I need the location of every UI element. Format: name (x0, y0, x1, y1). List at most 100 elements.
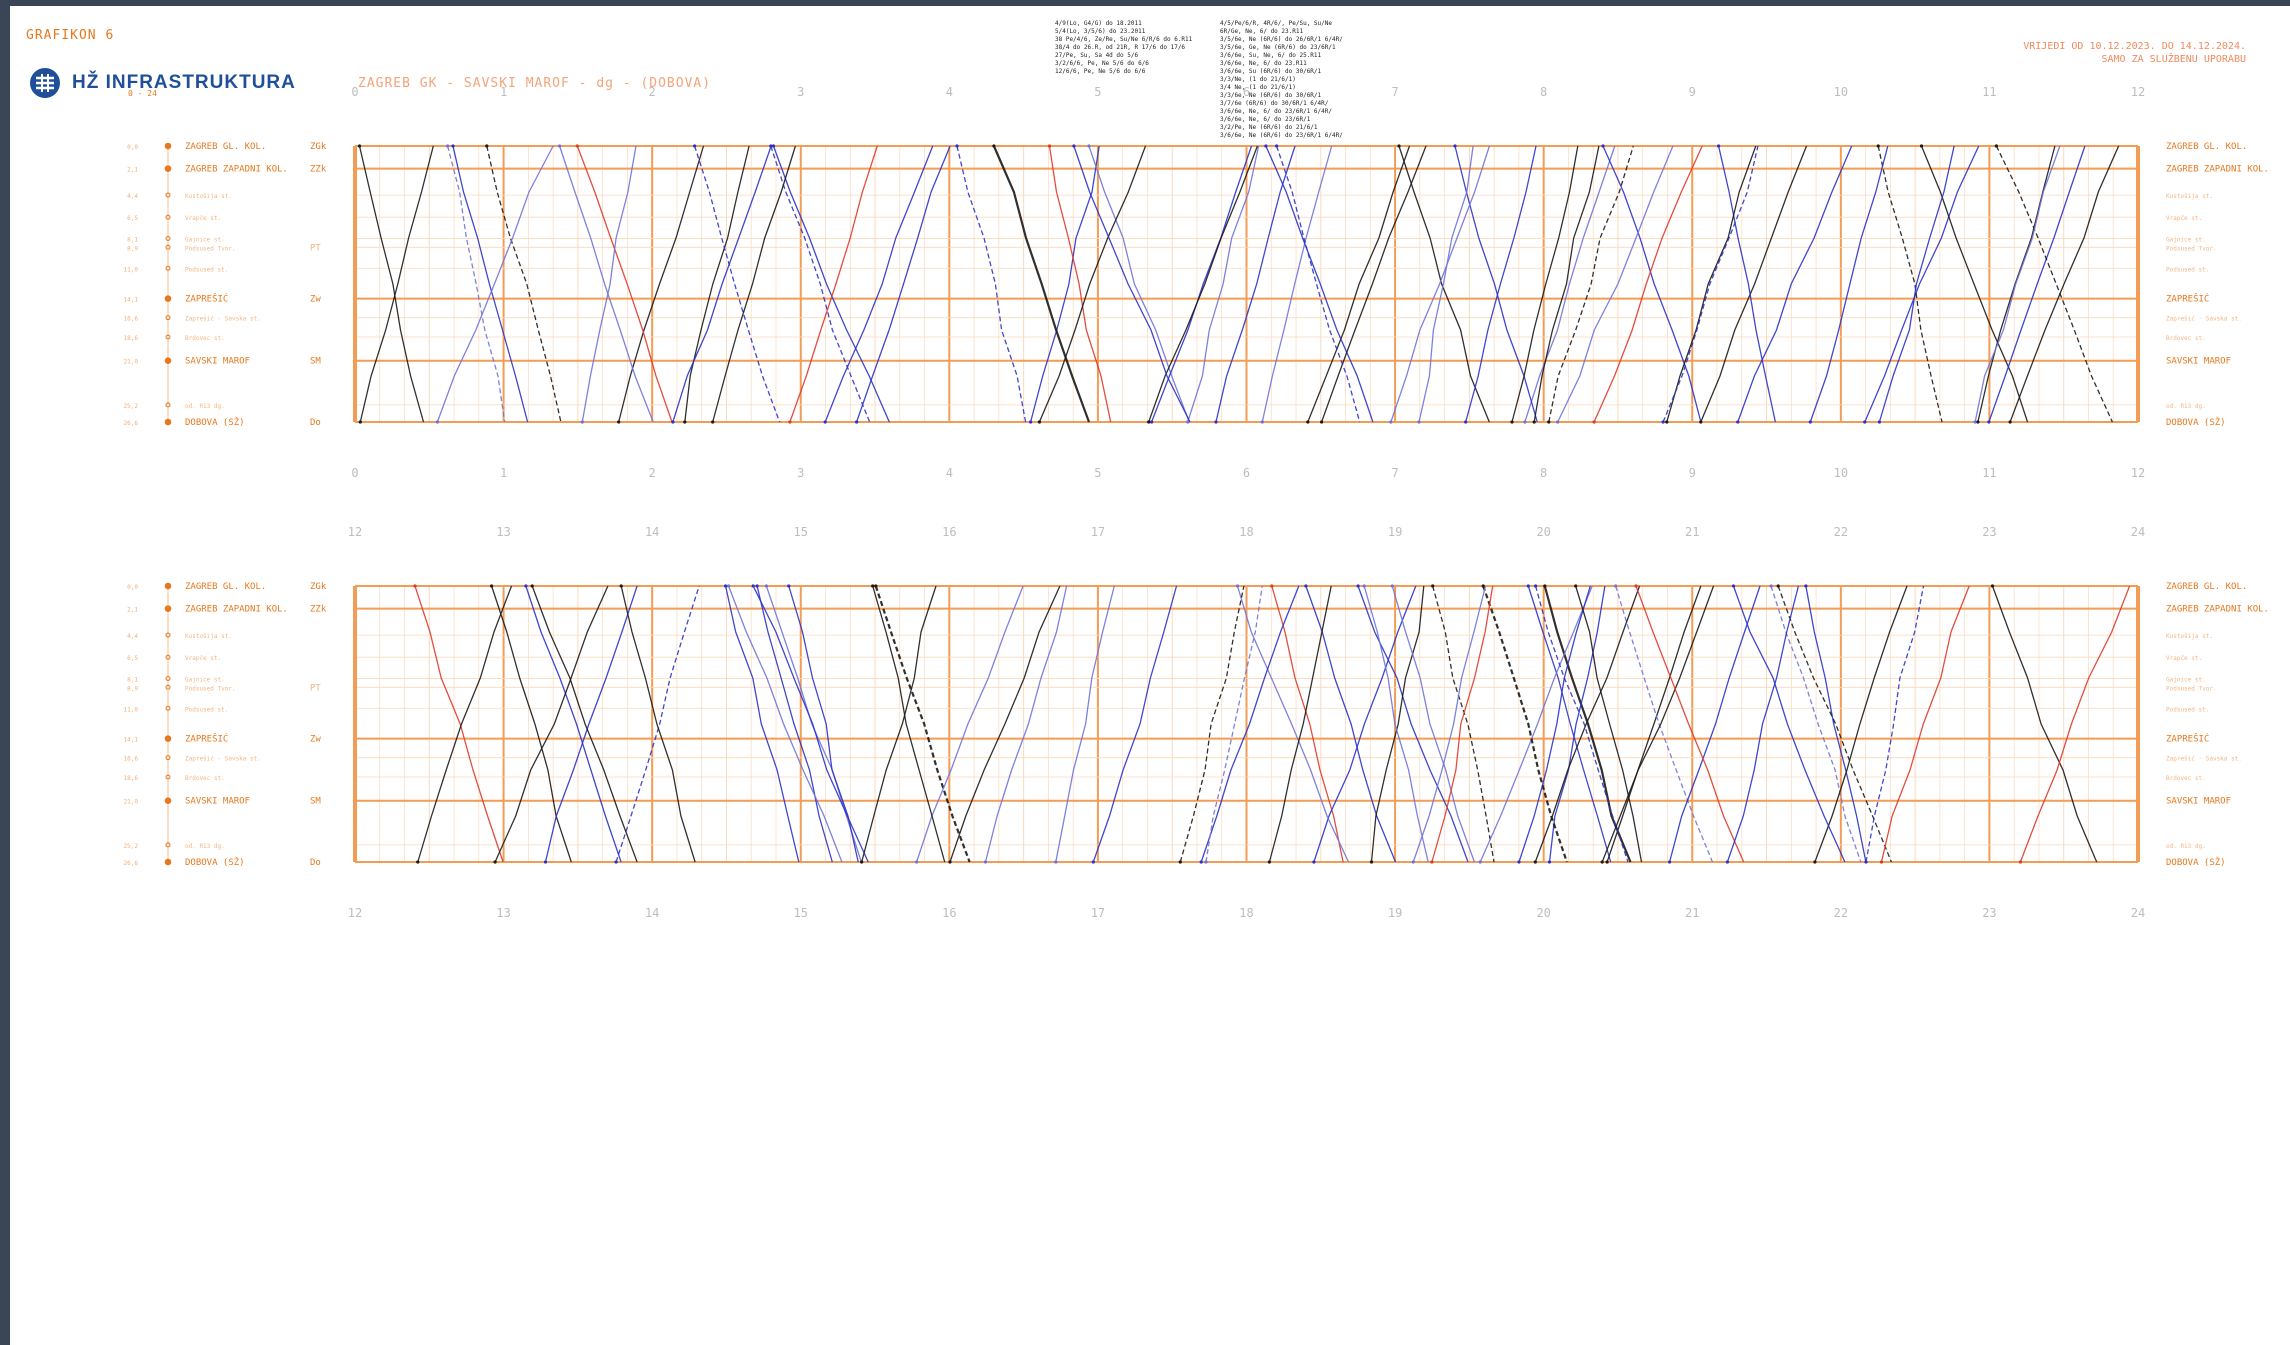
train-path (712, 145, 797, 423)
train-path (1777, 585, 1893, 863)
train-path (1524, 145, 1616, 423)
train-path (1814, 585, 1908, 863)
train-path (1431, 585, 1494, 863)
train-end-marker (1877, 420, 1881, 424)
train-path (615, 585, 700, 863)
train-end-marker (874, 584, 878, 588)
train-path (1200, 585, 1300, 863)
train-paths (413, 584, 2131, 864)
train-path (770, 145, 871, 423)
train-note: 3/6/6e, Ne, 6/ do 23.R11 (1220, 60, 1307, 67)
hour-label-top: 4 (946, 85, 953, 99)
train-path (1150, 145, 1253, 423)
station-km: 14,1 (124, 297, 139, 304)
train-path (1533, 145, 1600, 423)
train-end-marker (446, 144, 450, 148)
hour-label-top: 18 (1239, 525, 1253, 539)
train-end-marker (1776, 584, 1780, 588)
train-path (1029, 145, 1100, 423)
train-end-marker (764, 584, 769, 588)
train-path (576, 145, 673, 423)
train-path (756, 585, 833, 863)
train-note: 3/3/Ne, (1 do 21/6/1) (1220, 76, 1296, 83)
train-path (1088, 145, 1190, 423)
train-path (1518, 585, 1591, 863)
train-end-marker (1987, 420, 1991, 424)
train-end-marker (2018, 860, 2022, 864)
train-note: 4/5/Pe/6/R, 4R/6/, Pe/Su, Su/Ne (1220, 20, 1332, 27)
station-name-right: od. R13 dg. (2166, 403, 2206, 410)
station-km: 8,9 (127, 245, 138, 252)
route-title: ZAGREB GK - SAVSKI MAROF - dg - (DOBOVA) (358, 76, 712, 91)
train-path (1148, 145, 1259, 423)
hour-label-top: 12 (2131, 85, 2145, 99)
train-path (1920, 145, 2029, 423)
hour-label-bottom: 16 (942, 906, 956, 920)
train-end-marker (435, 420, 439, 424)
station-km: 21,0 (124, 359, 139, 366)
station-name-right: Gajnice st. (2166, 676, 2206, 683)
train-note: 5/4(Lo, 3/5/6) do 23.2011 (1055, 28, 1146, 35)
train-end-marker (1543, 584, 1547, 588)
train-end-marker (1879, 860, 1884, 864)
train-end-marker (1808, 420, 1812, 424)
train-end-marker (580, 420, 584, 424)
train-end-marker (1804, 584, 1808, 588)
station-name-right: DOBOVA (SŽ) (2166, 416, 2226, 428)
train-end-marker (485, 144, 489, 148)
train-path (789, 145, 878, 423)
train-end-marker (1717, 144, 1721, 148)
train-end-marker (451, 144, 455, 148)
train-end-marker (1478, 860, 1482, 864)
train-path (1864, 145, 1980, 423)
train-note: 4/9(Lo, G4/G) do 18.2011 (1055, 20, 1142, 27)
train-end-marker (619, 584, 623, 588)
station-name-right: SAVSKI MAROF (2166, 797, 2231, 807)
station-name-right: Kustošija st. (2166, 633, 2213, 640)
train-end-marker (955, 144, 959, 148)
hour-label-top: 12 (348, 525, 362, 539)
train-path (581, 145, 637, 423)
hour-label-top: 7 (1391, 85, 1398, 99)
hour-label-top: 21 (1685, 525, 1699, 539)
train-path (1606, 585, 1702, 863)
train-path (1179, 585, 1245, 863)
train-end-marker (1813, 860, 1817, 864)
station-name-right: ZAGREB ZAPADNI KOL. (2166, 165, 2269, 175)
train-path (1974, 145, 2061, 423)
train-end-marker (755, 584, 759, 588)
train-path (1398, 145, 1490, 423)
train-end-marker (1600, 860, 1604, 864)
station-abbr: ZGk (310, 142, 327, 152)
hour-label-bottom: 12 (2131, 466, 2145, 480)
train-note: 3/6/6e, Su (6R/6) do 30/6R/1 (1220, 68, 1322, 75)
train-path (1092, 585, 1178, 863)
station-name-left: Podsused Tvor. (185, 685, 236, 692)
hour-label-bottom: 22 (1834, 906, 1848, 920)
station-name-left: ZAGREB GL. KOL. (185, 142, 266, 152)
station-abbr: PT (310, 683, 321, 693)
train-path (417, 585, 513, 863)
train-end-marker (1417, 420, 1421, 424)
train-path (359, 145, 434, 423)
hour-label-top: 5 (1094, 85, 1101, 99)
station-name-right: Kustošija st. (2166, 193, 2213, 200)
train-end-marker (1699, 420, 1703, 424)
train-path (1668, 585, 1761, 863)
train-path (1412, 585, 1487, 863)
station-km: 2,1 (127, 167, 138, 174)
hour-label-top: 6 (1243, 85, 1250, 99)
train-end-marker (1369, 860, 1374, 864)
train-note: 3/6/6e, Su, Ne, 6/ do 25.R11 (1220, 52, 1322, 59)
train-note: 3/6/6e, Ne, 6/ do 23/6R/1 (1220, 116, 1311, 123)
train-path (1717, 145, 1777, 423)
train-end-marker (1634, 584, 1638, 588)
train-end-marker (530, 584, 534, 588)
train-path (1548, 145, 1634, 423)
train-path (1432, 585, 1495, 863)
hour-label-top: 8 (1540, 85, 1547, 99)
range-label: 0 - 24 (128, 89, 157, 98)
station-name-left: od. R13 dg. (185, 843, 225, 850)
train-end-marker (1150, 420, 1154, 424)
station-name-right: Podsused st. (2166, 706, 2209, 713)
